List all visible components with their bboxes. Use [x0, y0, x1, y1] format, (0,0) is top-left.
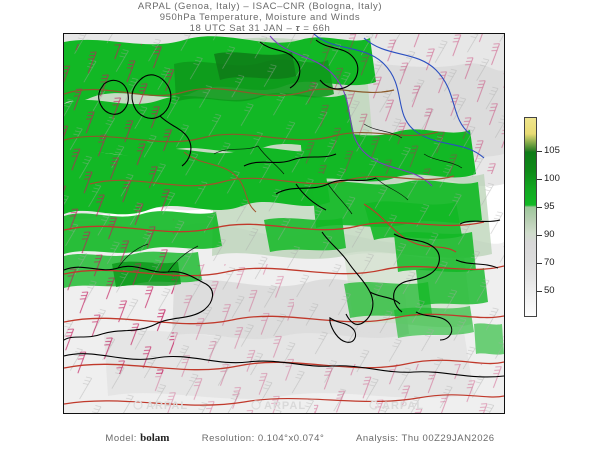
- colorbar-tick-label: 100: [544, 173, 560, 184]
- watermark-arpal: ARPAL: [382, 400, 424, 412]
- analysis-value: Thu 00Z29JAN2026: [401, 433, 495, 444]
- colorbar-tick: [537, 235, 542, 236]
- colorbar-tick-label: 90: [544, 229, 555, 240]
- tau-symbol: τ: [295, 23, 301, 34]
- watermark-logo-icon: [369, 400, 379, 410]
- title-line-validtime: 18 UTC Sat 31 JAN – τ = 66h: [0, 23, 520, 34]
- weather-map-frame[interactable]: ARPAL ARPAL ARPAL: [63, 33, 505, 414]
- watermark-logo-icon: [133, 400, 143, 410]
- resolution-label: Resolution:: [201, 433, 255, 444]
- forecast-hour-text: = 66h: [300, 23, 331, 34]
- colorbar-tick: [537, 151, 542, 152]
- colorbar-tick-label: 50: [544, 285, 555, 296]
- title-line-institutions: ARPAL (Genoa, Italy) – ISAC–CNR (Bologna…: [137, 1, 383, 12]
- colorbar: 105 100 95 90 70 50: [524, 117, 560, 317]
- colorbar-tick-label: 70: [544, 257, 555, 268]
- colorbar-tick-label: 95: [544, 201, 555, 212]
- colorbar-tick-label: 105: [544, 145, 560, 156]
- model-label: Model:: [105, 433, 137, 444]
- colorbar-tick: [537, 179, 542, 180]
- colorbar-tick: [537, 263, 542, 264]
- resolution-value: 0.104°x0.074°: [257, 433, 325, 444]
- model-value: bolam: [140, 432, 170, 444]
- valid-time-text: 18 UTC Sat 31 JAN –: [189, 23, 296, 34]
- wind-barb-field: [64, 34, 504, 413]
- title-line-field: 950hPa Temperature, Moisture and Winds: [159, 12, 361, 23]
- watermark-layer: ARPAL ARPAL ARPAL: [133, 400, 424, 412]
- colorbar-tick: [537, 207, 542, 208]
- chart-title-block: ARPAL (Genoa, Italy) – ISAC–CNR (Bologna…: [0, 0, 520, 34]
- chart-footer: Model: bolam Resolution: 0.104°x0.074° A…: [0, 432, 600, 444]
- colorbar-scale: [524, 117, 537, 317]
- watermark-arpal: ARPAL: [264, 400, 306, 412]
- weather-map-canvas: ARPAL ARPAL ARPAL: [64, 34, 504, 413]
- analysis-label: Analysis:: [356, 433, 399, 444]
- isotherm-contours: [64, 34, 504, 406]
- colorbar-tick: [537, 291, 542, 292]
- coastline-layer: [64, 39, 504, 378]
- watermark-arpal: ARPAL: [146, 400, 188, 412]
- watermark-logo-icon: [251, 400, 261, 410]
